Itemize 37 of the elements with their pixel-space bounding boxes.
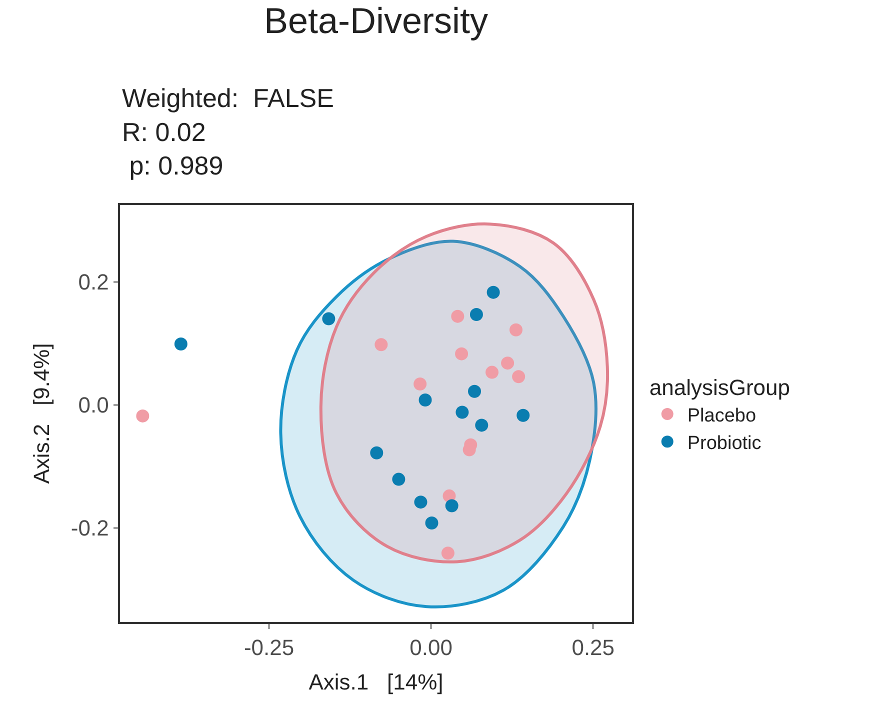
chart-title: Beta-Diversity [264,0,488,42]
point [456,406,469,419]
point [392,472,406,486]
y-axis-title: Axis.2 [9.4%] [29,343,54,484]
y-tick-label: 0.0 [78,392,109,418]
point [486,366,499,379]
point [451,310,464,323]
x-tick-label: 0.00 [410,635,453,660]
legend-label: Probiotic [687,433,762,454]
point [174,338,188,350]
legend-title: analysisGroup [649,375,790,400]
point [425,516,438,530]
point [455,347,468,360]
y-tick-label: 0.2 [78,270,109,295]
point [509,323,522,336]
point [374,338,388,352]
x-tick-label: 0.25 [572,635,615,660]
legend-label: Placebo [687,405,756,426]
chart-subtitle: Weighted: FALSE R: 0.02 p: 0.989 [122,83,334,181]
point [418,393,432,406]
x-tick-label: -0.25 [244,635,294,660]
point [516,408,530,422]
point [468,384,482,398]
point [501,356,514,370]
point [470,308,483,321]
point [322,312,336,326]
point [414,377,427,390]
point [414,496,428,509]
point [475,418,488,432]
x-axis-title: Axis.1 [14%] [308,670,444,695]
point [441,546,454,560]
point [486,286,500,299]
point [136,409,150,422]
point [445,499,458,512]
point [512,370,526,384]
y-tick-label: -0.2 [70,516,109,541]
point [370,446,384,460]
